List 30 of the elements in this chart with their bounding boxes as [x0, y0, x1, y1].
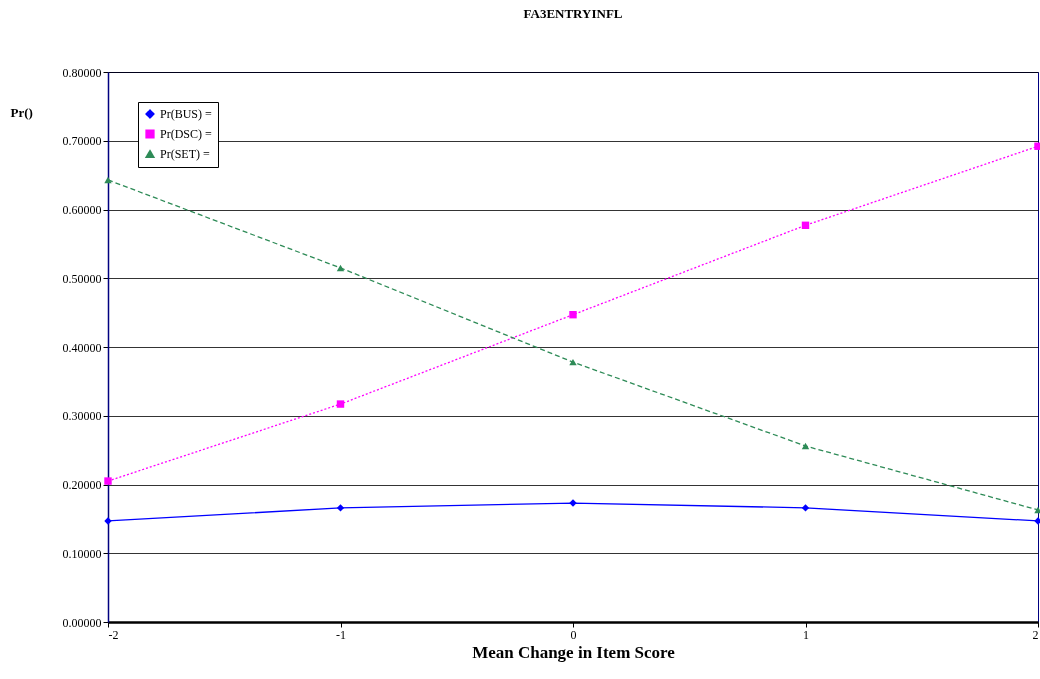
y-tick-label: 0.50000: [62, 271, 102, 286]
y-tick-label: 0.60000: [62, 203, 102, 217]
y-tick-label: 0.70000: [62, 134, 102, 149]
x-tick-label: 1: [803, 627, 809, 642]
point: [336, 504, 345, 512]
point: [1034, 142, 1040, 150]
point: [1034, 517, 1040, 525]
y-tick-label: 0.10000: [62, 546, 102, 561]
point: [569, 310, 577, 319]
point: [336, 264, 345, 272]
y-axis-title: Pr(): [10, 104, 33, 120]
point: [104, 176, 112, 184]
x-axis-title: Mean Change in Item Score: [472, 642, 676, 662]
legend-label: Pr(BUS) =: [160, 107, 213, 121]
point: [336, 400, 345, 408]
y-tick-label: 0.20000: [62, 478, 102, 492]
x-tick-label: 2: [1032, 627, 1039, 642]
legend-label: Pr(SET) =: [160, 147, 210, 161]
point: [1034, 506, 1040, 514]
y-tick-label: 0.30000: [62, 409, 102, 424]
legend-label: Pr(DSC) =: [160, 127, 213, 141]
y-tick-label: 0.40000: [62, 340, 102, 355]
x-tick-label: 0: [570, 627, 577, 642]
point: [801, 504, 810, 512]
y-tick-label: 0.00000: [62, 615, 102, 630]
point: [801, 442, 810, 450]
x-tick-label: -1: [336, 627, 346, 642]
x-tick-label: -2: [108, 627, 119, 642]
y-tick-label: 0.80000: [62, 65, 102, 80]
chart-title: FA3ENTRYINFL: [523, 6, 623, 21]
